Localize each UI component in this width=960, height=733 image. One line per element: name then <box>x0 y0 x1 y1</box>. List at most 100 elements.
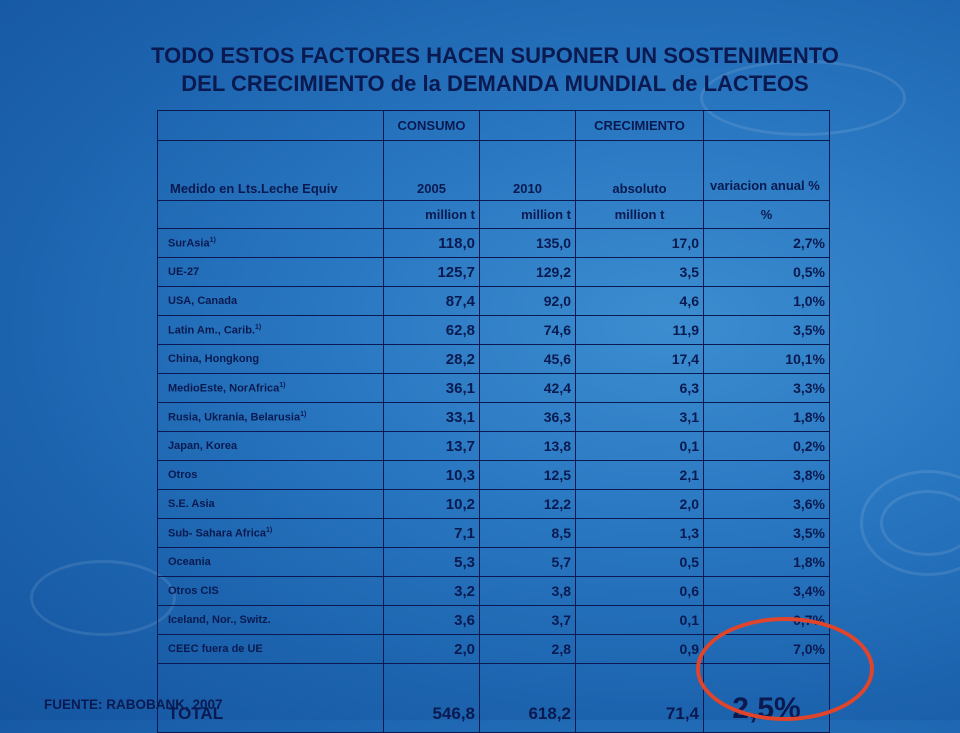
value-2005-cell: 2,0 <box>383 634 480 664</box>
value-2005-cell: 10,2 <box>383 489 480 519</box>
region-cell: SurAsia1) <box>157 228 384 258</box>
value-2005-cell: 13,7 <box>383 431 480 461</box>
region-cell: Otros CIS <box>157 576 384 606</box>
table-row: Japan, Korea 13,7 13,8 0,1 0,2% <box>157 431 830 461</box>
value-2005-cell: 87,4 <box>383 286 480 316</box>
annual-variation-cell: 0,2% <box>703 431 830 461</box>
header-empty-cell <box>157 110 384 141</box>
region-cell: Iceland, Nor., Switz. <box>157 605 384 635</box>
value-2005-cell: 10,3 <box>383 460 480 490</box>
value-2010-cell: 74,6 <box>479 315 576 345</box>
value-2010-cell: 12,2 <box>479 489 576 519</box>
absolute-growth-cell: 0,1 <box>575 431 704 461</box>
footnote-marker: 1) <box>266 526 273 534</box>
region-cell: Sub- Sahara Africa1) <box>157 518 384 548</box>
unit-cell: million t <box>575 200 704 229</box>
value-2005-cell: 62,8 <box>383 315 480 345</box>
table-row: S.E. Asia 10,2 12,2 2,0 3,6% <box>157 489 830 519</box>
region-name: Rusia, Ukrania, Belarusia <box>168 411 301 424</box>
header-year-2005: 2005 <box>383 140 480 201</box>
region-cell: S.E. Asia <box>157 489 384 519</box>
annual-variation-cell: 3,6% <box>703 489 830 519</box>
annual-variation-cell: 1,8% <box>703 402 830 432</box>
region-name: Japan, Korea <box>168 440 238 452</box>
region-cell: UE-27 <box>157 257 384 287</box>
absolute-growth-cell: 0,6 <box>575 576 704 606</box>
ripple-decoration <box>30 560 176 636</box>
absolute-growth-cell: 17,0 <box>575 228 704 258</box>
region-name: Otros CIS <box>168 585 219 597</box>
table-row: SurAsia1) 118,0 135,0 17,0 2,7% <box>157 228 830 258</box>
absolute-growth-cell: 0,5 <box>575 547 704 577</box>
absolute-growth-cell: 11,9 <box>575 315 704 345</box>
region-cell: Oceania <box>157 547 384 577</box>
absolute-growth-cell: 0,9 <box>575 634 704 664</box>
table-row: Oceania 5,3 5,7 0,5 1,8% <box>157 547 830 577</box>
region-name: Latin Am., Carib. <box>168 324 255 337</box>
value-2010-cell: 36,3 <box>479 402 576 432</box>
total-absolute-cell: 71,4 <box>575 663 704 733</box>
region-name: Oceania <box>168 556 211 568</box>
region-name: Otros <box>168 469 198 481</box>
total-2010-cell: 618,2 <box>479 663 576 733</box>
footnote-marker: 1) <box>255 323 262 331</box>
absolute-growth-cell: 6,3 <box>575 373 704 403</box>
header-measure-label: Medido en Lts.Leche Equiv <box>157 140 384 201</box>
table-row: Latin Am., Carib.1) 62,8 74,6 11,9 3,5% <box>157 315 830 345</box>
table-row: Rusia, Ukrania, Belarusia1) 33,1 36,3 3,1 1,… <box>157 402 830 432</box>
table-row: Otros CIS 3,2 3,8 0,6 3,4% <box>157 576 830 606</box>
table-row: Otros 10,3 12,5 2,1 3,8% <box>157 460 830 490</box>
region-cell: CEEC fuera de UE <box>157 634 384 664</box>
footnote-marker: 1) <box>279 381 286 389</box>
value-2010-cell: 3,8 <box>479 576 576 606</box>
value-2010-cell: 8,5 <box>479 518 576 548</box>
value-2010-cell: 45,6 <box>479 344 576 374</box>
value-2005-cell: 28,2 <box>383 344 480 374</box>
value-2005-cell: 7,1 <box>383 518 480 548</box>
region-name: USA, Canada <box>168 295 238 307</box>
region-cell: Otros <box>157 460 384 490</box>
value-2010-cell: 42,4 <box>479 373 576 403</box>
unit-cell: million t <box>383 200 480 229</box>
annual-variation-cell: 0,5% <box>703 257 830 287</box>
region-name: UE-27 <box>168 266 200 278</box>
annual-variation-cell: 1,8% <box>703 547 830 577</box>
region-name: CEEC fuera de UE <box>168 643 263 655</box>
absolute-growth-cell: 1,3 <box>575 518 704 548</box>
table-row: USA, Canada 87,4 92,0 4,6 1,0% <box>157 286 830 316</box>
value-2010-cell: 2,8 <box>479 634 576 664</box>
header-empty-cell <box>703 110 830 141</box>
annual-variation-cell: 3,5% <box>703 518 830 548</box>
absolute-growth-cell: 2,0 <box>575 489 704 519</box>
region-name: Sub- Sahara Africa <box>168 527 267 540</box>
absolute-growth-cell: 2,1 <box>575 460 704 490</box>
annual-variation-cell: 10,1% <box>703 344 830 374</box>
title-line-1: TODO ESTOS FACTORES HACEN SUPONER UN SOS… <box>151 43 839 68</box>
absolute-growth-cell: 4,6 <box>575 286 704 316</box>
source-note: FUENTE: RABOBANK, 2007 <box>44 697 223 712</box>
absolute-growth-cell: 17,4 <box>575 344 704 374</box>
annual-variation-cell: 2,7% <box>703 228 830 258</box>
unit-cell: % <box>703 200 830 229</box>
annual-variation-cell: 3,5% <box>703 315 830 345</box>
value-2005-cell: 3,2 <box>383 576 480 606</box>
title-line-2: DEL CRECIMIENTO de la DEMANDA MUNDIAL de… <box>181 71 809 96</box>
header-crecimiento: CRECIMIENTO <box>575 110 704 141</box>
unit-cell: million t <box>479 200 576 229</box>
value-2010-cell: 129,2 <box>479 257 576 287</box>
value-2005-cell: 125,7 <box>383 257 480 287</box>
slide-title: TODO ESTOS FACTORES HACEN SUPONER UN SOS… <box>0 42 960 98</box>
region-cell: Rusia, Ukrania, Belarusia1) <box>157 402 384 432</box>
annual-variation-cell: 3,4% <box>703 576 830 606</box>
header-absoluto: absoluto <box>575 140 704 201</box>
footnote-marker: 1) <box>300 410 307 418</box>
region-cell: Japan, Korea <box>157 431 384 461</box>
region-name: Iceland, Nor., Switz. <box>168 614 271 626</box>
absolute-growth-cell: 3,5 <box>575 257 704 287</box>
value-2005-cell: 3,6 <box>383 605 480 635</box>
value-2005-cell: 33,1 <box>383 402 480 432</box>
annual-variation-cell: 3,3% <box>703 373 830 403</box>
ripple-decoration <box>860 470 960 576</box>
region-name: China, Hongkong <box>168 353 260 365</box>
value-2005-cell: 118,0 <box>383 228 480 258</box>
